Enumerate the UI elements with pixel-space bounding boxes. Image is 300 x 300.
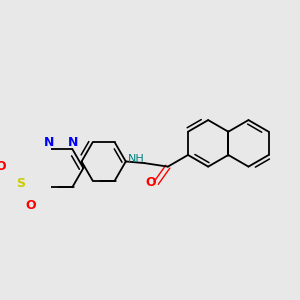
Text: O: O (26, 199, 36, 212)
Text: O: O (145, 176, 156, 189)
Text: N: N (68, 136, 78, 149)
Text: N: N (44, 136, 55, 149)
Text: S: S (16, 177, 26, 190)
Text: O: O (0, 160, 6, 173)
Text: NH: NH (128, 154, 145, 164)
